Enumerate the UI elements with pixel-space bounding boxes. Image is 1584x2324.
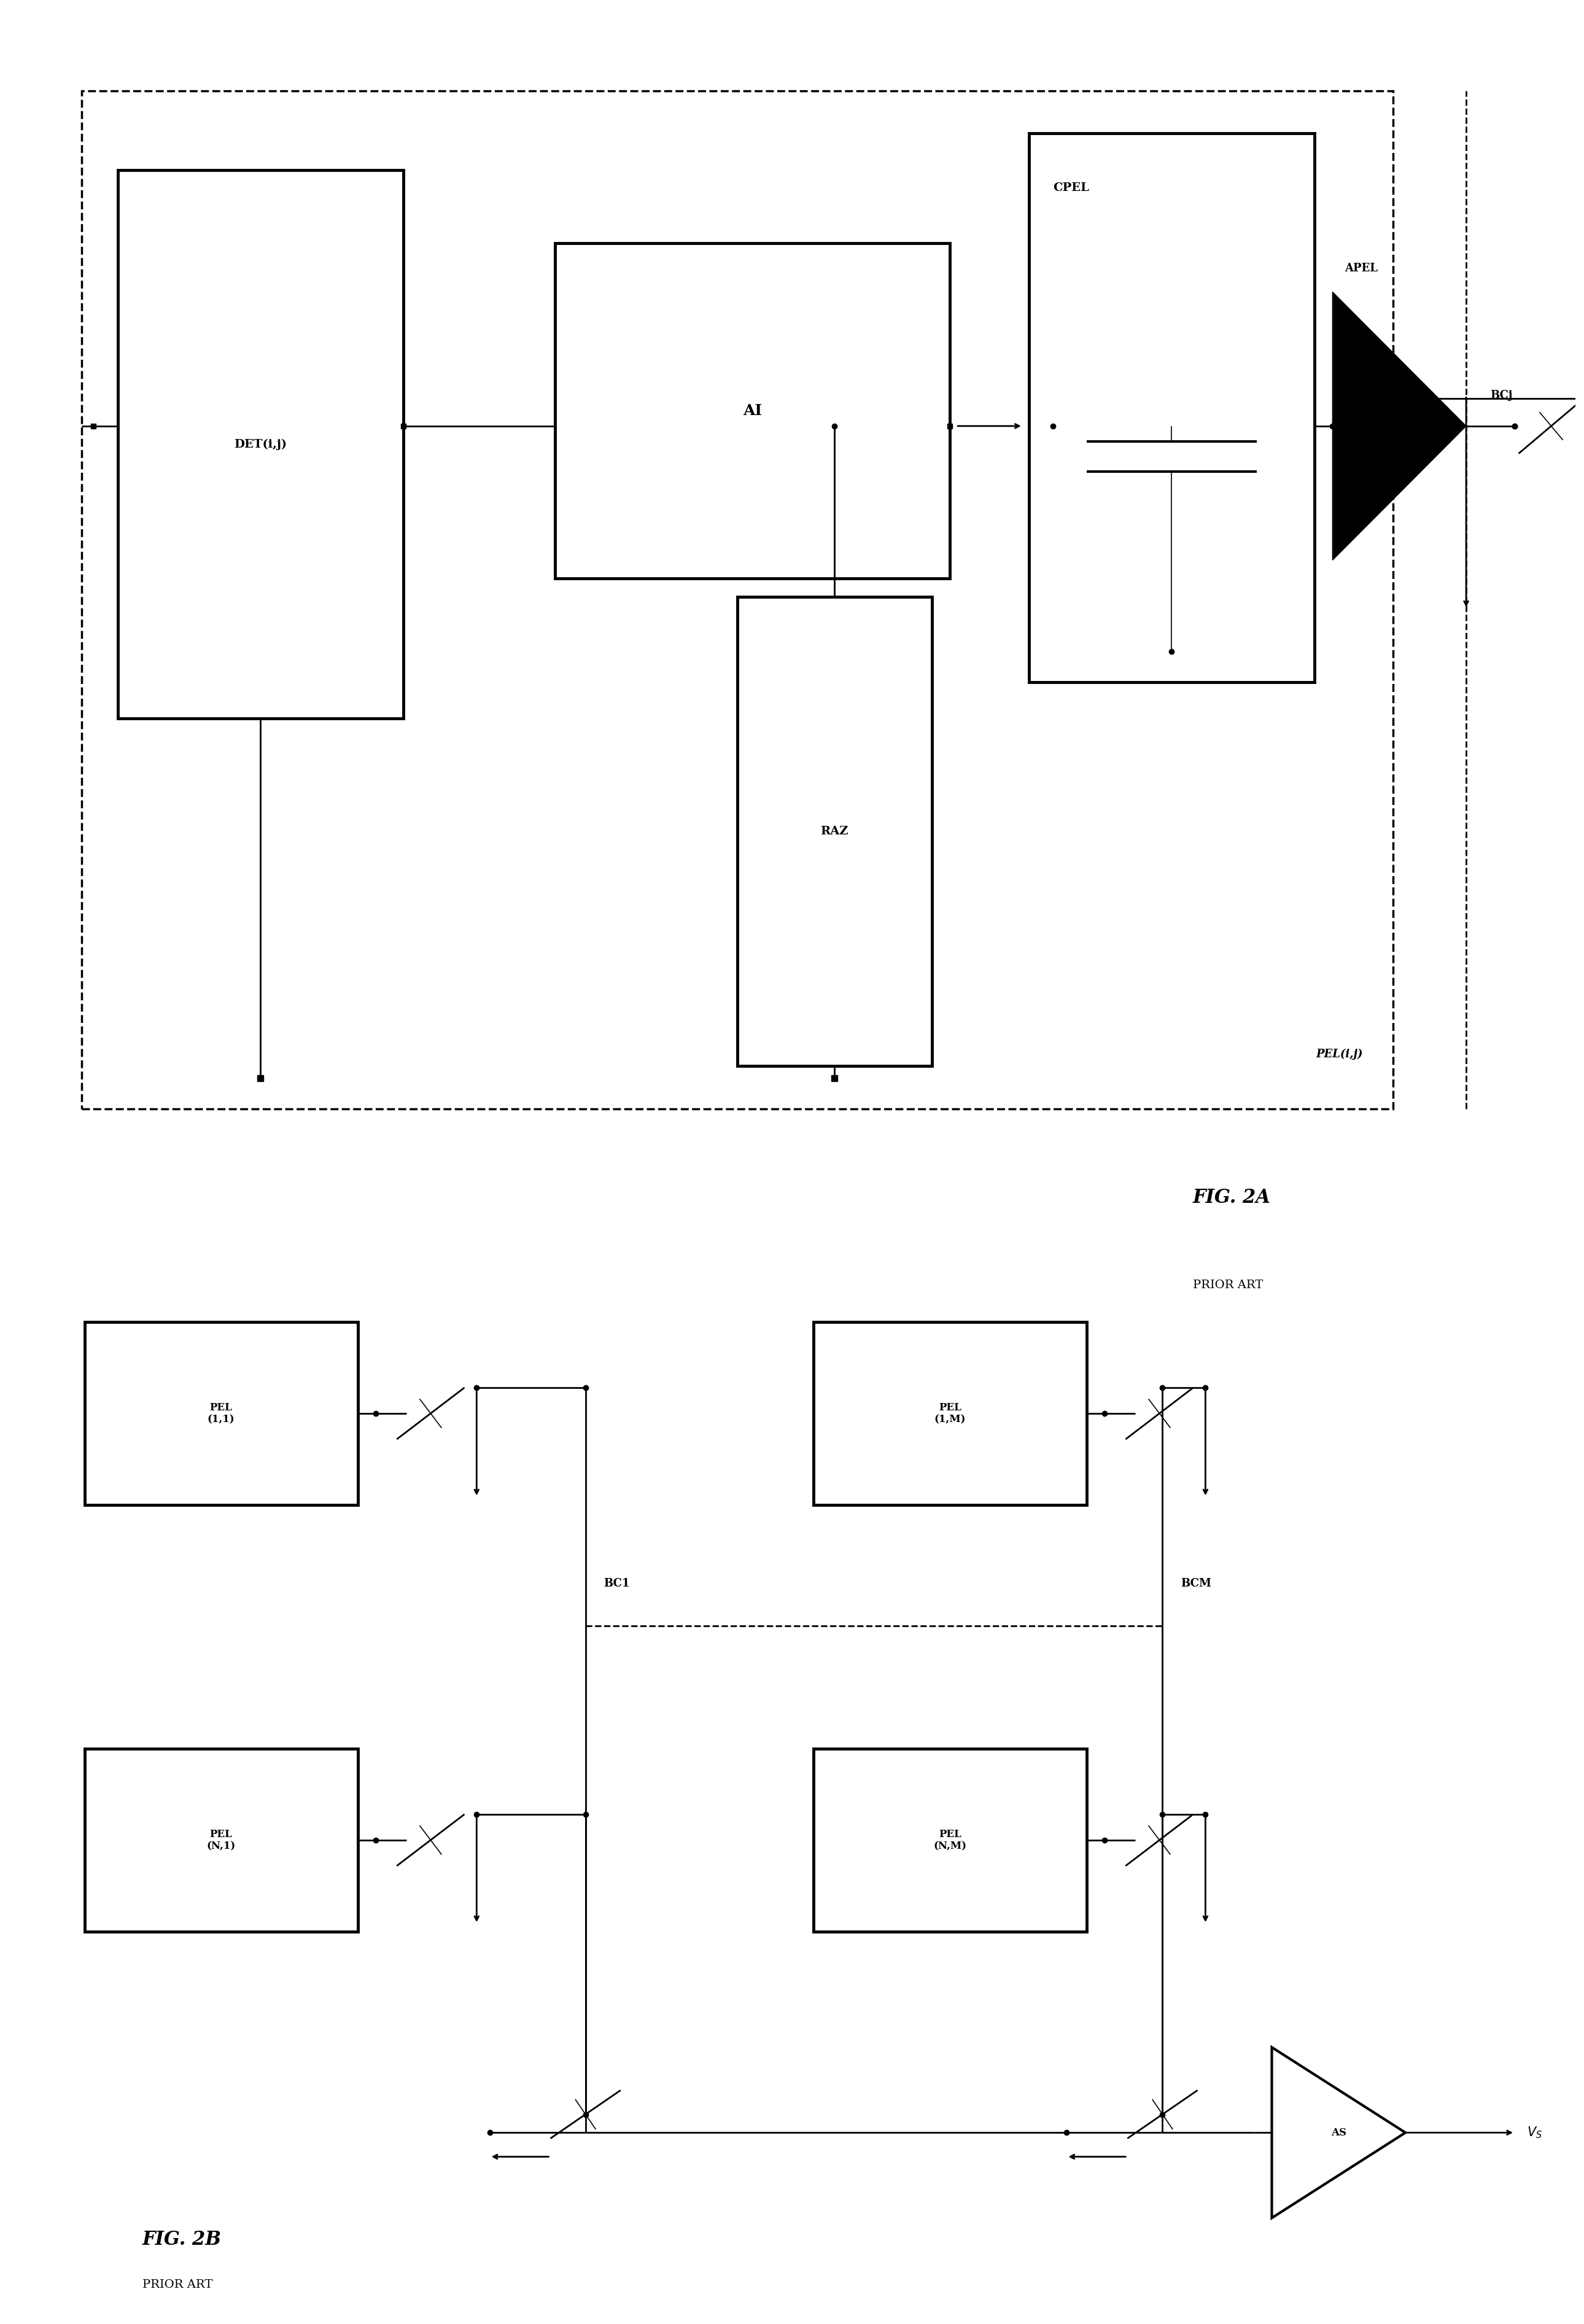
Text: PEL
(N,1): PEL (N,1) [206,1829,236,1852]
Text: PRIOR ART: PRIOR ART [1193,1278,1262,1290]
Text: $V_S$: $V_S$ [1527,2126,1543,2140]
Text: CPEL: CPEL [1053,181,1090,193]
Text: DET(i,j): DET(i,j) [234,439,287,451]
Text: FIG. 2B: FIG. 2B [143,2231,222,2250]
Text: PEL
(N,M): PEL (N,M) [933,1829,966,1852]
Text: AS: AS [1331,2126,1346,2138]
Text: PRIOR ART: PRIOR ART [143,2280,212,2289]
Text: PEL(i,j): PEL(i,j) [1316,1048,1362,1060]
Text: APEL: APEL [1345,263,1378,274]
Text: AI: AI [743,404,762,418]
Text: BCj: BCj [1491,390,1513,402]
Text: BCM: BCM [1180,1578,1212,1590]
Text: PEL
(1,M): PEL (1,M) [935,1401,966,1425]
Text: FIG. 2A: FIG. 2A [1193,1188,1270,1206]
Text: RAZ: RAZ [821,825,849,837]
Text: BC1: BC1 [604,1578,630,1590]
Text: PEL
(1,1): PEL (1,1) [208,1401,234,1425]
Polygon shape [1332,293,1467,560]
